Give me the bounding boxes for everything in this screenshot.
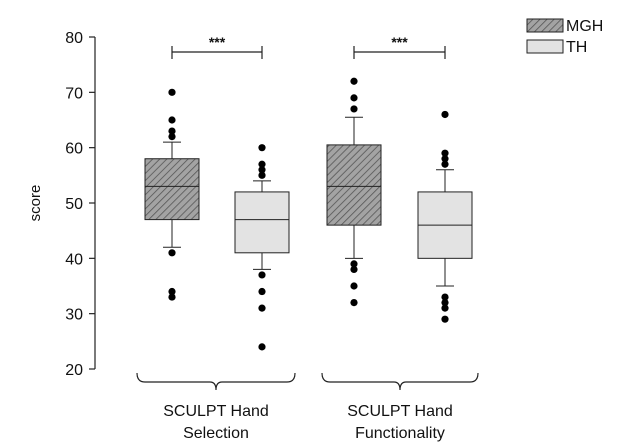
outlier-point xyxy=(258,271,266,279)
brace-path xyxy=(136,372,296,391)
outlier-point xyxy=(350,260,358,268)
box-group2-mgh xyxy=(326,77,382,307)
significance-bracket-group2: *** xyxy=(353,34,446,59)
y-tick-label: 40 xyxy=(65,251,83,268)
outlier-point xyxy=(350,105,358,113)
box-group2-th xyxy=(417,110,473,323)
outlier-point xyxy=(168,133,176,141)
significance-label: *** xyxy=(209,34,226,50)
group-label-line1: SCULPT Hand xyxy=(163,403,269,420)
y-tick-label: 30 xyxy=(65,307,83,324)
group-brace-1: SCULPT Hand Selection xyxy=(136,372,296,442)
legend-label-th: TH xyxy=(566,39,587,56)
outlier-point xyxy=(350,265,358,273)
y-tick-label: 50 xyxy=(65,196,83,213)
outlier-point xyxy=(258,304,266,312)
iqr-box xyxy=(326,144,382,226)
significance-bracket-group1: *** xyxy=(171,34,263,59)
legend: MGH TH xyxy=(526,18,603,56)
outlier-point xyxy=(168,293,176,301)
outlier-point xyxy=(441,110,449,119)
outlier-point xyxy=(350,282,358,290)
outlier-point xyxy=(168,116,176,124)
outlier-point xyxy=(168,249,176,257)
box-group1-th xyxy=(234,144,290,351)
outlier-point xyxy=(258,343,266,351)
group-label-line2: Selection xyxy=(183,425,249,442)
significance-label: *** xyxy=(391,34,408,50)
outlier-point xyxy=(441,293,449,301)
group-label-line1: SCULPT Hand xyxy=(347,403,453,420)
outlier-point xyxy=(168,88,176,96)
outlier-point xyxy=(168,127,176,135)
brace-path xyxy=(321,372,479,391)
iqr-box xyxy=(234,191,290,254)
outlier-point xyxy=(258,166,266,174)
outlier-point xyxy=(441,304,449,312)
y-axis-label: score xyxy=(27,185,44,222)
y-tick-label: 60 xyxy=(65,141,83,158)
group-brace-2: SCULPT Hand Functionality xyxy=(321,372,479,442)
outlier-point xyxy=(258,171,266,179)
outlier-point xyxy=(258,160,266,168)
outlier-point xyxy=(258,144,266,152)
outlier-point xyxy=(350,299,358,307)
outlier-point xyxy=(441,155,449,163)
group-label-line2: Functionality xyxy=(355,425,445,442)
y-tick-label: 70 xyxy=(65,85,83,102)
y-tick-label: 20 xyxy=(65,362,83,379)
legend-swatch-th xyxy=(526,39,564,54)
outlier-point xyxy=(168,287,176,296)
legend-label-mgh: MGH xyxy=(566,18,603,35)
outlier-point xyxy=(441,299,449,307)
legend-swatch-mgh xyxy=(526,18,564,33)
outlier-point xyxy=(441,149,449,157)
outlier-point xyxy=(350,77,358,85)
outlier-point xyxy=(441,315,449,323)
box-group1-mgh xyxy=(144,88,200,301)
iqr-box xyxy=(144,158,200,221)
y-tick-label: 80 xyxy=(65,30,83,47)
outlier-point xyxy=(258,287,266,296)
outlier-point xyxy=(350,94,358,102)
outlier-point xyxy=(441,160,449,168)
